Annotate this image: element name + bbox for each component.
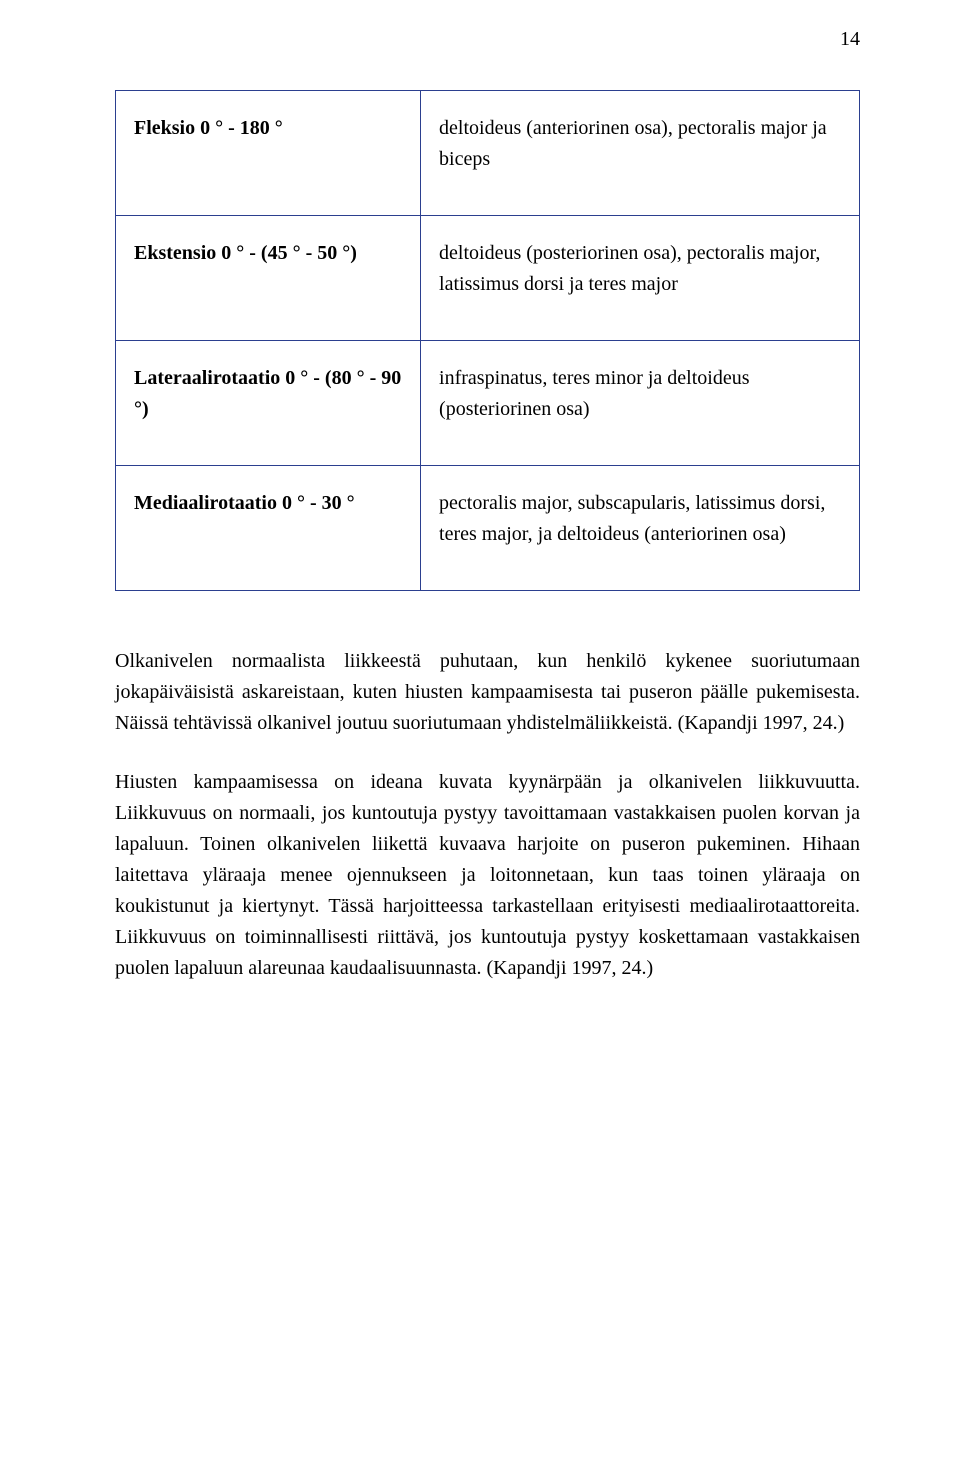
table-row: Ekstensio 0 ° - (45 ° - 50 °) deltoideus… xyxy=(116,216,860,341)
table-row: Lateraalirotaatio 0 ° - (80 ° - 90 °) in… xyxy=(116,341,860,466)
paragraph: Olkanivelen normaalista liikkeestä puhut… xyxy=(115,646,860,739)
table-cell-right: infraspinatus, teres minor ja deltoideus… xyxy=(421,341,860,466)
table-cell-left: Mediaalirotaatio 0 ° - 30 ° xyxy=(116,466,421,591)
table-cell-left: Ekstensio 0 ° - (45 ° - 50 °) xyxy=(116,216,421,341)
table-row: Mediaalirotaatio 0 ° - 30 ° pectoralis m… xyxy=(116,466,860,591)
content-table: Fleksio 0 ° - 180 ° deltoideus (anterior… xyxy=(115,90,860,591)
table-cell-right: deltoideus (posteriorinen osa), pectoral… xyxy=(421,216,860,341)
table-cell-left: Fleksio 0 ° - 180 ° xyxy=(116,91,421,216)
table-cell-left: Lateraalirotaatio 0 ° - (80 ° - 90 °) xyxy=(116,341,421,466)
table-row: Fleksio 0 ° - 180 ° deltoideus (anterior… xyxy=(116,91,860,216)
page-number: 14 xyxy=(840,28,860,51)
table-cell-right: pectoralis major, subscapularis, latissi… xyxy=(421,466,860,591)
page: 14 Fleksio 0 ° - 180 ° deltoideus (anter… xyxy=(0,0,960,1469)
body-text: Olkanivelen normaalista liikkeestä puhut… xyxy=(115,646,860,984)
paragraph: Hiusten kampaamisessa on ideana kuvata k… xyxy=(115,767,860,984)
table-cell-right: deltoideus (anteriorinen osa), pectorali… xyxy=(421,91,860,216)
